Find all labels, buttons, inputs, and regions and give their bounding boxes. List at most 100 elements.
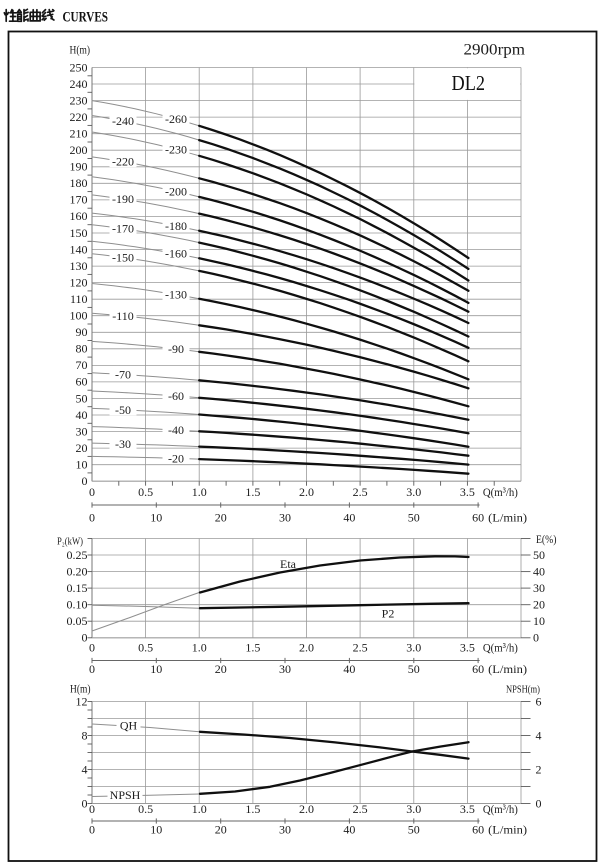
svg-text:60: 60 [472, 511, 484, 525]
svg-text:0: 0 [89, 641, 95, 655]
svg-text:30: 30 [76, 424, 88, 438]
svg-text:1.5: 1.5 [245, 802, 260, 816]
svg-text:200: 200 [70, 143, 88, 157]
svg-text:-180: -180 [165, 219, 187, 233]
svg-text:3.5: 3.5 [460, 802, 475, 816]
svg-text:H(m): H(m) [70, 45, 91, 57]
svg-text:90: 90 [76, 325, 88, 339]
svg-text:10: 10 [533, 614, 545, 628]
svg-text:-130: -130 [165, 288, 187, 302]
svg-text:0.20: 0.20 [67, 564, 88, 578]
svg-text:0.15: 0.15 [67, 581, 88, 595]
svg-text:20: 20 [215, 823, 227, 837]
svg-text:0.10: 0.10 [67, 598, 88, 612]
svg-text:100: 100 [70, 309, 88, 323]
svg-text:2.5: 2.5 [353, 641, 368, 655]
svg-text:2.0: 2.0 [299, 641, 314, 655]
svg-text:40: 40 [343, 662, 355, 676]
svg-text:0: 0 [82, 796, 88, 810]
svg-text:-160: -160 [165, 247, 187, 261]
svg-text:H(m): H(m) [70, 684, 91, 696]
svg-text:20: 20 [215, 511, 227, 525]
svg-text:150: 150 [70, 226, 88, 240]
svg-text:40: 40 [343, 823, 355, 837]
svg-text:QH: QH [120, 719, 138, 733]
svg-text:(L/min): (L/min) [488, 511, 527, 525]
svg-text:-40: -40 [168, 423, 184, 437]
svg-text:0: 0 [533, 631, 539, 645]
svg-text:0: 0 [89, 662, 95, 676]
svg-text:P₂(kW): P₂(kW) [57, 536, 83, 548]
svg-text:(L/min): (L/min) [488, 823, 527, 837]
svg-text:4: 4 [536, 728, 542, 742]
svg-text:130: 130 [70, 259, 88, 273]
svg-text:0.5: 0.5 [138, 802, 153, 816]
svg-text:1.5: 1.5 [245, 641, 260, 655]
svg-text:2.0: 2.0 [299, 485, 314, 499]
svg-text:3.5: 3.5 [460, 641, 475, 655]
svg-text:2900rpm: 2900rpm [464, 42, 526, 59]
svg-text:Eta: Eta [280, 557, 297, 571]
svg-text:-240: -240 [112, 114, 134, 128]
svg-text:40: 40 [76, 408, 88, 422]
svg-text:0.5: 0.5 [138, 641, 153, 655]
svg-text:170: 170 [70, 193, 88, 207]
svg-text:140: 140 [70, 242, 88, 256]
svg-text:-200: -200 [165, 185, 187, 199]
svg-text:250: 250 [70, 60, 88, 74]
svg-text:1.5: 1.5 [245, 485, 260, 499]
svg-text:20: 20 [215, 662, 227, 676]
svg-text:40: 40 [533, 564, 545, 578]
svg-text:60: 60 [472, 823, 484, 837]
svg-text:CURVES: CURVES [63, 10, 109, 26]
svg-text:0.05: 0.05 [67, 614, 88, 628]
svg-text:3.0: 3.0 [406, 802, 421, 816]
svg-text:0: 0 [89, 823, 95, 837]
svg-text:6: 6 [536, 694, 542, 708]
svg-text:30: 30 [279, 823, 291, 837]
svg-text:230: 230 [70, 93, 88, 107]
svg-text:4: 4 [82, 762, 88, 776]
svg-text:8: 8 [82, 728, 88, 742]
svg-text:50: 50 [408, 511, 420, 525]
svg-text:-20: -20 [168, 451, 184, 465]
svg-text:3.0: 3.0 [406, 485, 421, 499]
svg-text:0.25: 0.25 [67, 548, 88, 562]
svg-text:-170: -170 [112, 222, 134, 236]
svg-text:50: 50 [76, 391, 88, 405]
svg-text:-70: -70 [115, 368, 131, 382]
svg-text:NPSH: NPSH [110, 788, 141, 802]
svg-text:-220: -220 [112, 155, 134, 169]
svg-text:210: 210 [70, 127, 88, 141]
svg-text:-110: -110 [112, 309, 134, 323]
svg-text:160: 160 [70, 209, 88, 223]
svg-text:DL2: DL2 [452, 71, 486, 95]
svg-text:1.0: 1.0 [192, 802, 207, 816]
svg-text:10: 10 [150, 823, 162, 837]
svg-text:60: 60 [472, 662, 484, 676]
svg-text:Q(m³/h): Q(m³/h) [483, 641, 518, 655]
svg-text:20: 20 [533, 598, 545, 612]
svg-text:30: 30 [533, 581, 545, 595]
svg-text:240: 240 [70, 77, 88, 91]
svg-text:-50: -50 [115, 403, 131, 417]
svg-text:110: 110 [70, 292, 88, 306]
svg-text:P2: P2 [382, 607, 395, 621]
svg-text:30: 30 [279, 511, 291, 525]
svg-text:20: 20 [76, 441, 88, 455]
svg-text:10: 10 [76, 458, 88, 472]
svg-text:190: 190 [70, 160, 88, 174]
svg-text:E(%): E(%) [536, 532, 557, 546]
svg-text:180: 180 [70, 176, 88, 190]
svg-text:50: 50 [408, 823, 420, 837]
svg-text:50: 50 [533, 548, 545, 562]
svg-text:Q(m³/h): Q(m³/h) [483, 485, 518, 499]
svg-text:3.5: 3.5 [460, 485, 475, 499]
svg-text:1.0: 1.0 [192, 485, 207, 499]
svg-text:-190: -190 [112, 192, 134, 206]
svg-text:60: 60 [76, 375, 88, 389]
svg-text:0: 0 [89, 802, 95, 816]
svg-text:2: 2 [536, 762, 542, 776]
svg-text:80: 80 [76, 342, 88, 356]
svg-text:2.0: 2.0 [299, 802, 314, 816]
